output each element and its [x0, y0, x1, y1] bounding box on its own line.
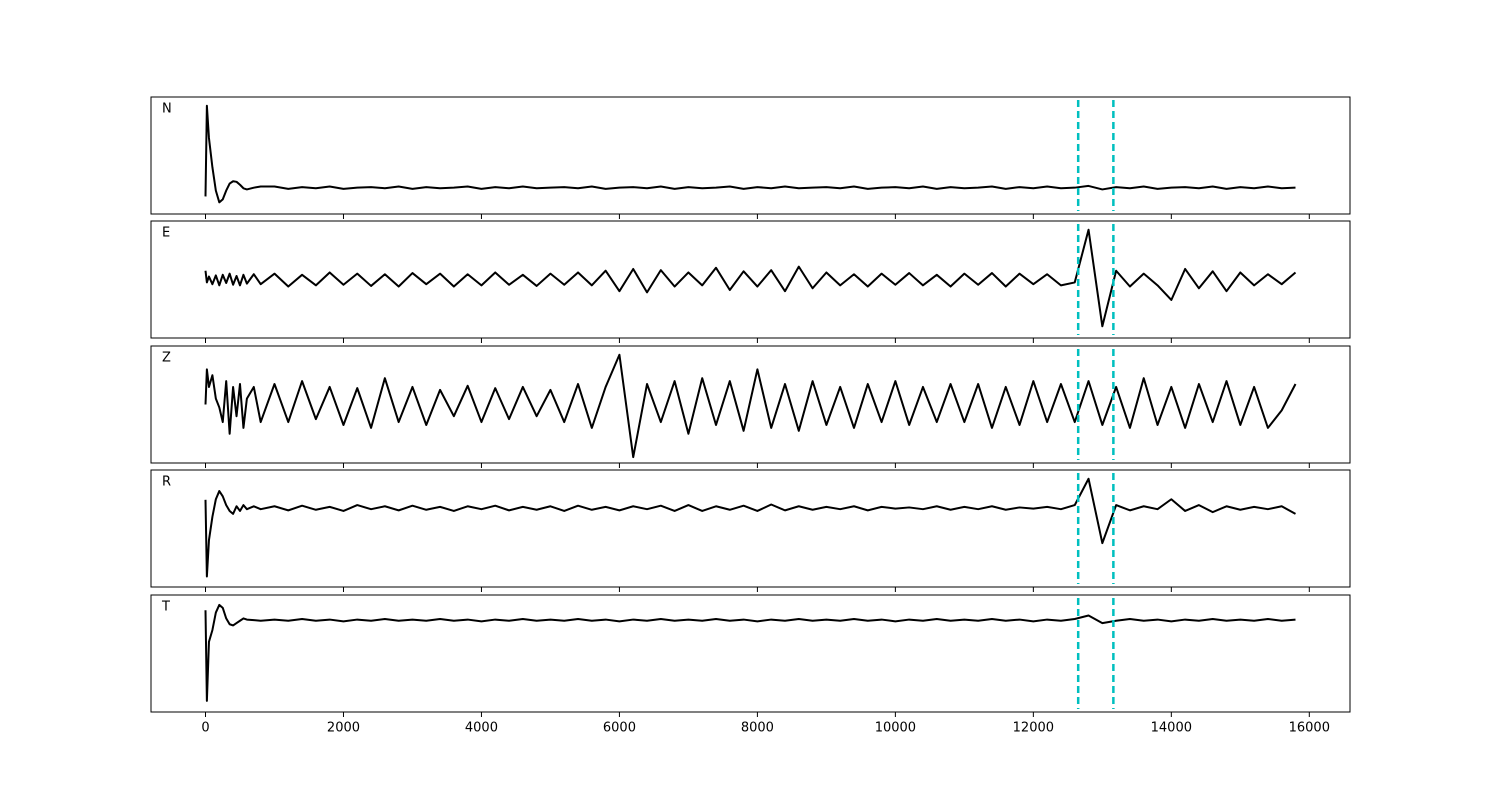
panel-label: E — [162, 226, 170, 241]
panel-frame — [150, 469, 1351, 588]
x-tick-label: 16000 — [1289, 721, 1330, 736]
panel-label: N — [162, 102, 172, 117]
panel-label: Z — [162, 351, 171, 366]
x-tick-label: 4000 — [465, 721, 498, 736]
x-tick-label: 2000 — [327, 721, 360, 736]
trace-line — [204, 603, 1296, 702]
x-tick-label: 8000 — [741, 721, 774, 736]
panel-label: R — [162, 475, 171, 490]
x-tick-label: 10000 — [875, 721, 916, 736]
trace-line — [204, 353, 1297, 459]
x-tick-label: 0 — [201, 721, 209, 736]
panel-frame — [150, 594, 1351, 713]
x-tick-label: 6000 — [603, 721, 636, 736]
panel-label: T — [161, 600, 170, 615]
x-tick-label: 12000 — [1013, 721, 1054, 736]
x-tick-label: 14000 — [1151, 721, 1192, 736]
trace-line — [204, 477, 1296, 578]
trace-line — [204, 228, 1297, 328]
panel-frame — [150, 96, 1351, 215]
trace-line — [204, 104, 1296, 204]
